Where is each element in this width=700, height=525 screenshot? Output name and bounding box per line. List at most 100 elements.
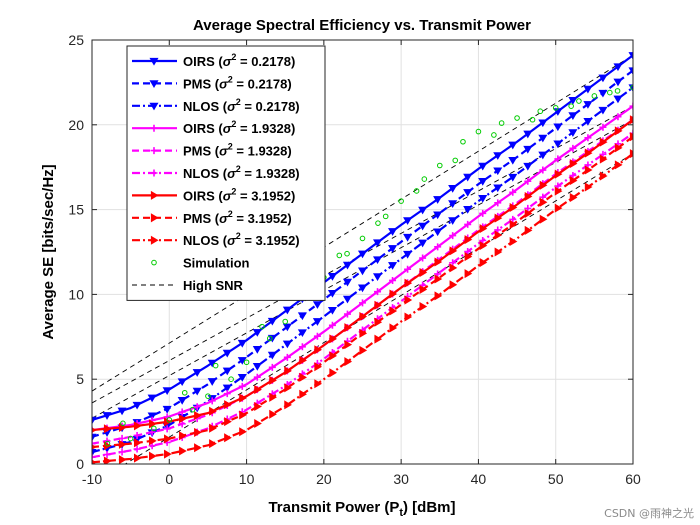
data-point xyxy=(149,436,157,446)
data-point xyxy=(177,378,187,387)
legend-marker xyxy=(149,80,159,88)
data-point xyxy=(373,273,383,281)
data-point xyxy=(598,74,608,83)
legend-label: NLOS (σ2 = 0.2178) xyxy=(183,97,300,114)
data-point xyxy=(299,372,307,382)
simulation-point xyxy=(529,116,536,123)
data-point xyxy=(147,394,157,403)
simulation-point xyxy=(475,128,482,135)
data-point xyxy=(494,226,502,234)
legend-marker xyxy=(150,124,158,132)
data-point xyxy=(374,300,383,310)
data-point xyxy=(103,456,112,464)
data-point xyxy=(628,52,633,60)
data-point xyxy=(374,334,383,344)
legend-entry-high-snr: High SNR xyxy=(132,278,244,293)
data-point xyxy=(118,455,127,464)
data-point xyxy=(568,112,578,120)
data-point xyxy=(329,351,338,361)
data-point xyxy=(102,412,112,420)
data-point xyxy=(92,459,97,464)
data-point xyxy=(117,407,127,416)
data-point xyxy=(463,206,473,214)
data-point xyxy=(103,451,111,459)
data-point xyxy=(494,213,503,223)
data-point xyxy=(539,193,547,201)
data-point xyxy=(418,222,428,231)
data-point xyxy=(524,191,533,202)
legend-entry: NLOS (σ2 = 1.9328) xyxy=(132,164,300,181)
data-point xyxy=(404,312,413,322)
data-point xyxy=(479,209,487,217)
data-point xyxy=(583,85,593,94)
simulation-point xyxy=(344,250,350,257)
data-point xyxy=(179,431,187,441)
data-point xyxy=(313,332,321,340)
data-point xyxy=(569,144,577,152)
x-tick-label: 0 xyxy=(165,471,173,487)
data-point xyxy=(284,366,292,376)
data-point xyxy=(223,390,231,398)
data-point xyxy=(194,410,202,421)
data-point xyxy=(418,239,428,248)
simulation-point xyxy=(491,132,497,138)
simulation-point xyxy=(382,213,389,220)
data-point xyxy=(448,200,458,208)
data-point xyxy=(479,241,488,251)
data-point xyxy=(629,132,633,142)
simulation-point xyxy=(205,393,211,399)
x-tick-label: 30 xyxy=(393,471,409,487)
data-point xyxy=(193,403,201,411)
data-point xyxy=(177,397,187,405)
data-point xyxy=(433,211,443,220)
data-point xyxy=(569,171,577,179)
data-point xyxy=(224,400,232,410)
legend-label: OIRS (σ2 = 1.9328) xyxy=(183,119,295,136)
data-point xyxy=(524,204,532,212)
data-point xyxy=(614,143,623,153)
data-point xyxy=(493,184,503,193)
legend-entry: PMS (σ2 = 0.2178) xyxy=(132,74,292,91)
data-point xyxy=(614,126,623,136)
data-point xyxy=(538,134,548,143)
data-point xyxy=(357,250,368,259)
data-point xyxy=(92,416,97,425)
data-point xyxy=(433,228,443,237)
simulation-point xyxy=(421,176,428,182)
data-point xyxy=(584,148,593,158)
data-point xyxy=(269,375,277,385)
data-point xyxy=(538,119,548,128)
simulation-point xyxy=(212,362,219,369)
data-point xyxy=(252,329,262,337)
legend-label: PMS (σ2 = 0.2178) xyxy=(183,74,292,91)
y-tick-label: 5 xyxy=(76,371,84,387)
data-point xyxy=(539,166,547,174)
data-point xyxy=(342,295,352,304)
data-point xyxy=(464,235,473,245)
legend-marker xyxy=(150,190,159,200)
data-point xyxy=(599,123,607,131)
series-0 xyxy=(92,52,633,425)
legend-marker xyxy=(150,169,158,177)
simulation-point xyxy=(614,88,621,94)
data-point xyxy=(118,434,126,442)
simulation-point xyxy=(243,359,250,366)
data-point xyxy=(149,451,157,461)
data-point xyxy=(209,439,217,449)
data-point xyxy=(568,97,578,105)
data-point xyxy=(509,188,517,196)
simulation-point xyxy=(552,105,559,111)
legend-marker xyxy=(150,213,159,223)
simulation-point xyxy=(282,318,289,325)
data-point xyxy=(284,400,292,410)
data-point xyxy=(583,118,593,126)
data-point xyxy=(389,276,397,284)
data-point xyxy=(389,289,398,299)
data-point xyxy=(239,427,247,437)
data-point xyxy=(374,317,383,327)
data-point xyxy=(554,182,562,190)
data-point xyxy=(373,256,383,265)
data-point xyxy=(178,420,186,428)
data-point xyxy=(92,433,97,442)
data-point xyxy=(388,245,398,253)
